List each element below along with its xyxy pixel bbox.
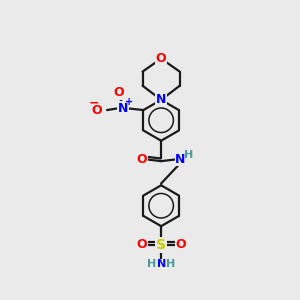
Text: S: S: [156, 238, 166, 252]
Text: H: H: [147, 259, 157, 269]
Text: H: H: [184, 150, 193, 160]
Text: N: N: [157, 259, 166, 269]
Text: O: O: [156, 52, 167, 65]
Text: N: N: [156, 93, 166, 106]
Text: +: +: [125, 97, 133, 106]
Text: N: N: [118, 102, 128, 115]
Text: O: O: [175, 238, 186, 251]
Text: O: O: [136, 153, 147, 166]
Text: O: O: [91, 103, 102, 117]
Text: H: H: [166, 259, 175, 269]
Text: −: −: [89, 97, 100, 110]
Text: N: N: [175, 153, 186, 166]
Text: O: O: [136, 238, 147, 251]
Text: O: O: [113, 86, 124, 99]
